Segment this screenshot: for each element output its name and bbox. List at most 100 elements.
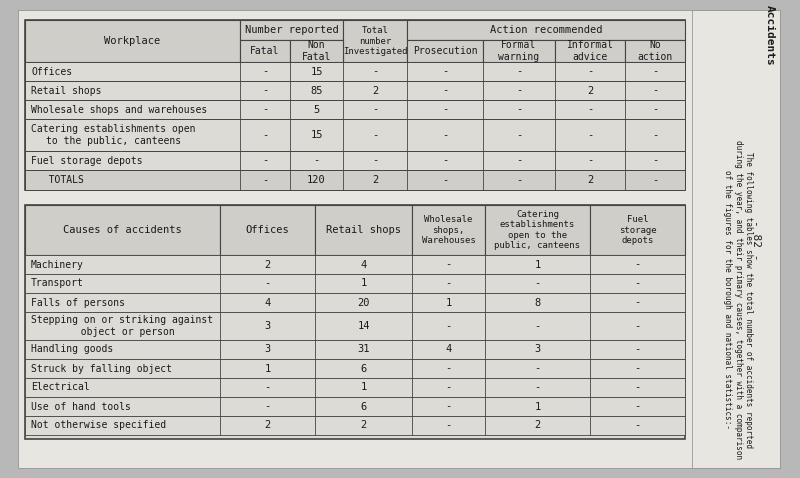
- Text: 14: 14: [358, 321, 370, 331]
- Text: -: -: [262, 105, 268, 115]
- Text: 1: 1: [264, 363, 270, 373]
- Text: Catering
establishments
open to the
public, canteens: Catering establishments open to the publ…: [494, 210, 581, 250]
- Text: -: -: [446, 279, 452, 289]
- Text: 6: 6: [360, 402, 366, 412]
- Text: Use of hand tools: Use of hand tools: [31, 402, 131, 412]
- Bar: [25, 81, 685, 100]
- Text: -: -: [652, 86, 658, 96]
- Bar: [25, 100, 685, 119]
- Text: -: -: [634, 421, 641, 431]
- Text: -: -: [442, 130, 448, 140]
- Bar: [555, 40, 625, 62]
- Text: -: -: [534, 321, 541, 331]
- Text: -: -: [442, 105, 448, 115]
- Text: -: -: [264, 402, 270, 412]
- Text: Action recommended: Action recommended: [490, 25, 602, 35]
- Text: The following tables show the total number of accidents reported
during the year: The following tables show the total numb…: [723, 141, 753, 459]
- Text: -: -: [652, 130, 658, 140]
- Text: Struck by falling object: Struck by falling object: [31, 363, 172, 373]
- Text: Number reported: Number reported: [245, 25, 338, 35]
- Text: Machinery: Machinery: [31, 260, 84, 270]
- Text: -: -: [634, 321, 641, 331]
- Text: 5: 5: [314, 105, 320, 115]
- Text: Fuel
storage
depots: Fuel storage depots: [618, 215, 656, 245]
- Text: -: -: [516, 175, 522, 185]
- Bar: [315, 205, 412, 255]
- Text: -: -: [587, 105, 593, 115]
- Bar: [240, 40, 290, 62]
- Text: -: -: [516, 86, 522, 96]
- Text: -: -: [634, 382, 641, 392]
- Bar: [590, 205, 685, 255]
- Text: 20: 20: [358, 297, 370, 307]
- Text: Falls of persons: Falls of persons: [31, 297, 125, 307]
- Text: 2: 2: [587, 86, 593, 96]
- Text: -: -: [446, 363, 452, 373]
- Text: Non
Fatal: Non Fatal: [302, 40, 331, 62]
- Text: 2: 2: [587, 175, 593, 185]
- Text: 85: 85: [310, 86, 322, 96]
- Text: -: -: [516, 105, 522, 115]
- Bar: [407, 20, 685, 40]
- Text: -: -: [372, 66, 378, 76]
- Bar: [692, 10, 780, 468]
- Bar: [25, 119, 685, 151]
- Bar: [343, 20, 407, 62]
- Text: -: -: [442, 155, 448, 165]
- Text: Total
number
Investigated: Total number Investigated: [342, 26, 407, 56]
- Text: 2: 2: [264, 421, 270, 431]
- Bar: [25, 359, 685, 378]
- Text: Informal
advice: Informal advice: [566, 40, 614, 62]
- Bar: [483, 40, 555, 62]
- Text: -: -: [516, 155, 522, 165]
- Text: 2: 2: [360, 421, 366, 431]
- Text: Transport: Transport: [31, 279, 84, 289]
- Bar: [25, 170, 685, 190]
- Text: -: -: [314, 155, 320, 165]
- Bar: [25, 255, 685, 274]
- Text: 4: 4: [446, 345, 452, 355]
- Text: No
action: No action: [638, 40, 673, 62]
- Text: 2: 2: [372, 86, 378, 96]
- Text: -: -: [262, 130, 268, 140]
- Text: -: -: [446, 260, 452, 270]
- Text: TOTALS: TOTALS: [31, 175, 84, 185]
- Text: -: -: [442, 86, 448, 96]
- Text: -: -: [587, 155, 593, 165]
- Text: -: -: [652, 105, 658, 115]
- Text: -: -: [262, 66, 268, 76]
- Text: Prosecution: Prosecution: [413, 46, 478, 56]
- Text: -: -: [262, 86, 268, 96]
- Bar: [25, 274, 685, 293]
- Text: -: -: [587, 66, 593, 76]
- Text: -: -: [262, 175, 268, 185]
- Text: -: -: [652, 175, 658, 185]
- Text: Offices: Offices: [246, 225, 290, 235]
- Text: 15: 15: [310, 130, 322, 140]
- Bar: [25, 416, 685, 435]
- Text: -: -: [634, 345, 641, 355]
- Text: -: -: [442, 66, 448, 76]
- Bar: [25, 205, 220, 255]
- Bar: [25, 20, 685, 190]
- Text: -: -: [634, 363, 641, 373]
- Text: 1: 1: [534, 260, 541, 270]
- Text: -: -: [634, 279, 641, 289]
- Bar: [25, 378, 685, 397]
- Text: Handling goods: Handling goods: [31, 345, 114, 355]
- Text: 2: 2: [372, 175, 378, 185]
- Text: -: -: [634, 260, 641, 270]
- Text: -: -: [442, 175, 448, 185]
- Text: -: -: [516, 66, 522, 76]
- Text: Accidents: Accidents: [765, 5, 775, 65]
- Text: Fuel storage depots: Fuel storage depots: [31, 155, 142, 165]
- Text: -: -: [534, 279, 541, 289]
- Bar: [25, 397, 685, 416]
- Text: Formal
warning: Formal warning: [498, 40, 539, 62]
- Text: Offices: Offices: [31, 66, 72, 76]
- Bar: [290, 40, 343, 62]
- Bar: [25, 340, 685, 359]
- Bar: [240, 20, 343, 40]
- Text: Fatal: Fatal: [250, 46, 280, 56]
- Bar: [485, 205, 590, 255]
